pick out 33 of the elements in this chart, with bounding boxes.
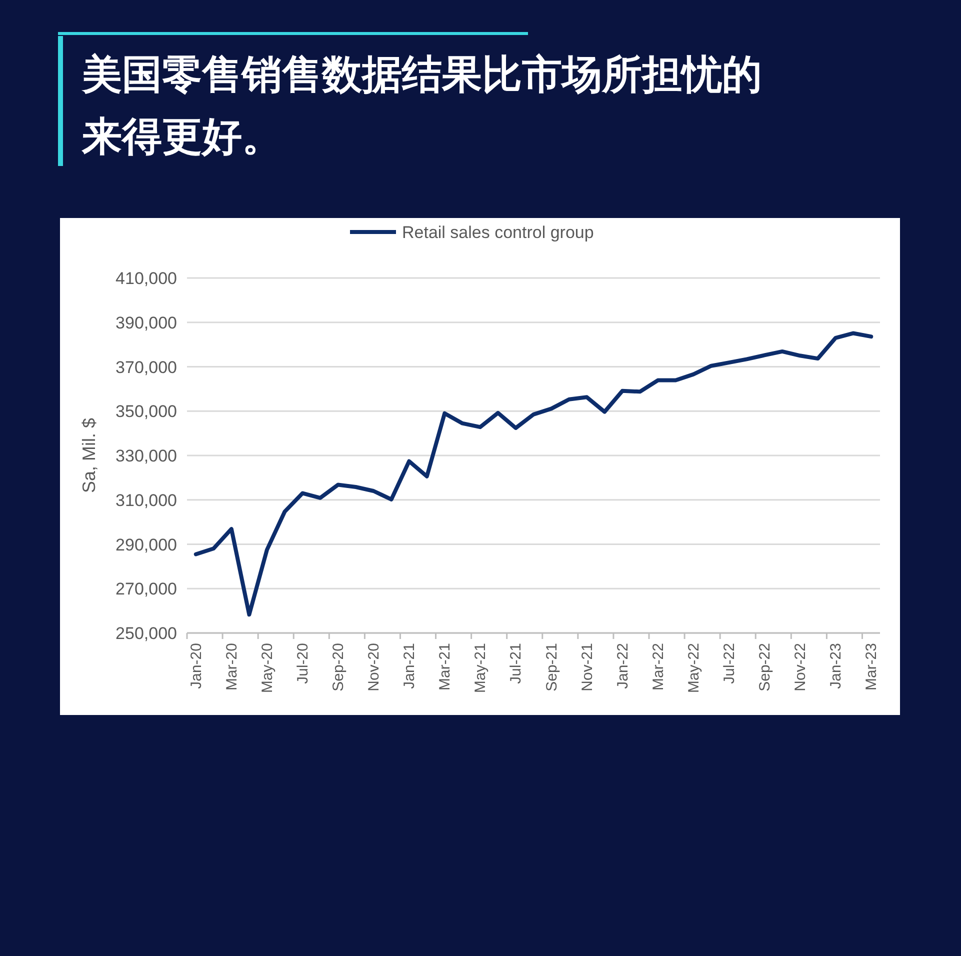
x-tick-label: Mar-20: [223, 643, 240, 691]
y-tick-label: 250,000: [116, 624, 177, 643]
x-tick-label: May-22: [685, 643, 702, 694]
x-tick-label: May-20: [258, 643, 276, 694]
x-tick-label: Sep-22: [756, 643, 774, 692]
y-tick-label: 330,000: [116, 446, 177, 466]
x-tick-label: Sep-20: [330, 643, 348, 692]
x-tick-label: Mar-22: [650, 643, 667, 691]
y-tick-label: 270,000: [116, 580, 177, 599]
y-tick-label: 350,000: [116, 402, 177, 422]
x-tick-label: Jul-22: [720, 643, 738, 684]
x-tick-label: Jan-22: [614, 643, 632, 689]
x-tick-label: Jul-20: [294, 643, 312, 684]
y-axis-title: Sa, Mil. $: [79, 418, 99, 494]
x-tick-label: Jul-21: [508, 643, 525, 684]
y-tick-label: 310,000: [116, 490, 177, 510]
x-tick-label: Nov-21: [578, 643, 596, 692]
x-tick-label: Nov-20: [366, 643, 383, 692]
x-tick-label: May-21: [472, 643, 490, 694]
legend-label: Retail sales control group: [402, 223, 594, 242]
y-tick-label: 410,000: [116, 269, 177, 288]
x-tick-label: Mar-23: [863, 643, 880, 691]
x-tick-label: Nov-22: [792, 643, 810, 692]
y-tick-label: 390,000: [116, 313, 177, 332]
chart-title: 美国零售销售数据结果比市场所担忧的来得更好。: [82, 51, 763, 162]
line-series: [194, 331, 874, 617]
x-tick-label: Jan-20: [188, 643, 205, 689]
x-tick-label: Sep-21: [543, 643, 560, 692]
x-tick-label: Mar-21: [436, 643, 454, 691]
y-tick-label: 290,000: [116, 535, 177, 554]
x-tick-label: Jan-21: [401, 643, 418, 689]
x-tick-label: Jan-23: [828, 643, 845, 689]
y-tick-label: 370,000: [116, 358, 177, 377]
